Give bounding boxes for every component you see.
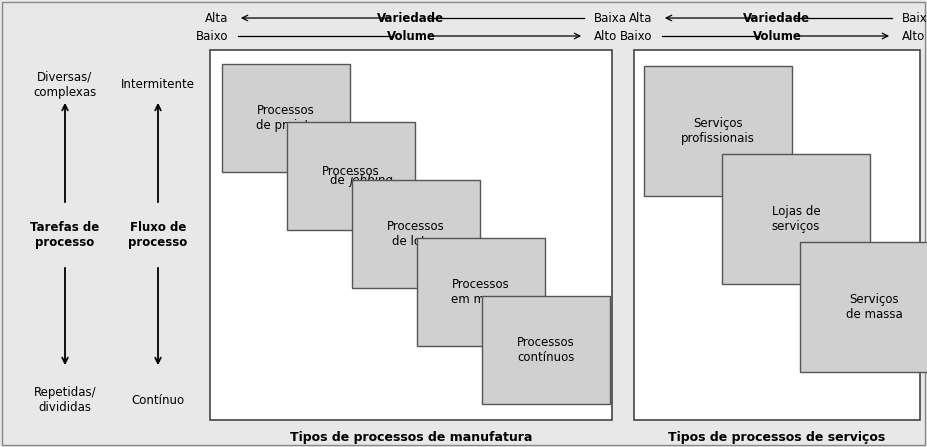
Bar xyxy=(482,296,610,404)
Text: Processos
contínuos: Processos contínuos xyxy=(517,336,575,364)
Bar xyxy=(634,50,920,420)
Text: Serviços
profissionais: Serviços profissionais xyxy=(681,117,755,145)
Text: Alto: Alto xyxy=(902,30,925,42)
Text: Alta: Alta xyxy=(629,12,652,25)
Text: Processos: Processos xyxy=(322,165,380,178)
Text: Contínuo: Contínuo xyxy=(132,393,184,406)
Text: Tarefas de
processo: Tarefas de processo xyxy=(31,221,99,249)
Bar xyxy=(644,66,792,196)
Text: Volume: Volume xyxy=(753,30,802,42)
Text: Lojas de
serviços: Lojas de serviços xyxy=(771,205,820,233)
Text: Alto: Alto xyxy=(594,30,617,42)
Bar xyxy=(800,242,927,372)
Bar xyxy=(417,238,545,346)
Text: Processos
de projeto: Processos de projeto xyxy=(256,104,316,132)
Text: Tipos de processos de manufatura: Tipos de processos de manufatura xyxy=(290,430,532,443)
Bar xyxy=(287,122,415,230)
Bar xyxy=(722,154,870,284)
Text: Baixa: Baixa xyxy=(902,12,927,25)
Text: Diversas/
complexas: Diversas/ complexas xyxy=(33,71,96,99)
Text: Repetidas/
divididas: Repetidas/ divididas xyxy=(33,386,96,414)
Text: Processos
de lotes: Processos de lotes xyxy=(387,220,445,248)
Bar xyxy=(210,50,612,420)
Bar xyxy=(352,180,480,288)
Text: Volume: Volume xyxy=(387,30,436,42)
Text: de: de xyxy=(331,174,349,187)
Text: Variedade: Variedade xyxy=(377,12,445,25)
Text: Alta: Alta xyxy=(205,12,228,25)
Text: Serviços
de massa: Serviços de massa xyxy=(845,293,902,321)
Text: Intermitente: Intermitente xyxy=(121,79,195,92)
Text: Processos
em massa: Processos em massa xyxy=(451,278,512,306)
Text: jobbing: jobbing xyxy=(349,174,393,187)
Text: Baixo: Baixo xyxy=(196,30,228,42)
Text: Tipos de processos de serviços: Tipos de processos de serviços xyxy=(668,430,885,443)
Text: Fluxo de
processo: Fluxo de processo xyxy=(128,221,187,249)
Text: Variedade: Variedade xyxy=(743,12,810,25)
Text: Baixo: Baixo xyxy=(619,30,652,42)
Bar xyxy=(222,64,350,172)
Text: Baixa: Baixa xyxy=(594,12,627,25)
